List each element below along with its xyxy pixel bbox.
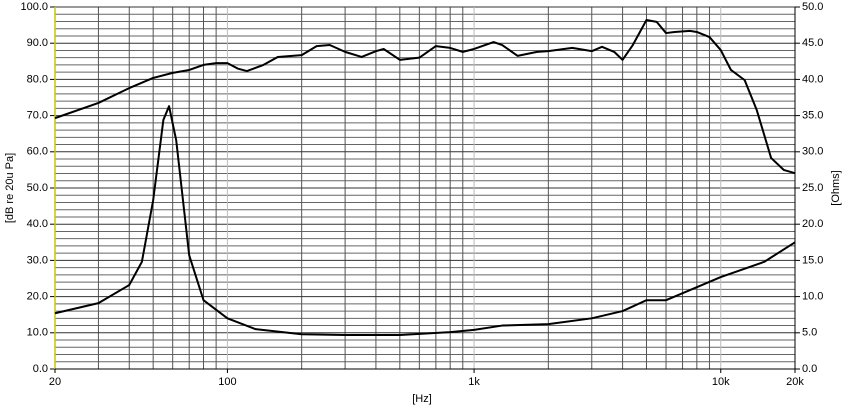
x-tick-label: 10k [712, 376, 730, 388]
y-tick-label: 30.0 [27, 254, 48, 266]
y-axis-label: [dB re 20u Pa] [4, 153, 16, 223]
y-tick-label: 10.0 [27, 327, 48, 339]
y-tick-label: 40.0 [27, 218, 48, 230]
y-tick-label: 80.0 [27, 73, 48, 85]
y2-tick-label: 35.0 [802, 110, 823, 122]
series-line [54, 105, 796, 336]
y-tick-label: 0.0 [33, 363, 48, 375]
y-tick-label: 100.0 [20, 1, 48, 13]
y2-tick-label: 50.0 [802, 1, 823, 13]
y2-tick-label: 40.0 [802, 73, 823, 85]
y2-tick-label: 30.0 [802, 146, 823, 158]
y-tick-label: 90.0 [27, 37, 48, 49]
y-tick-label: 20.0 [27, 291, 48, 303]
x-tick-label: 20 [49, 376, 61, 388]
y2-axis-label: [Ohms] [830, 170, 842, 205]
y2-tick-label: 5.0 [802, 327, 817, 339]
y2-tick-label: 10.0 [802, 291, 823, 303]
y-tick-label: 50.0 [27, 182, 48, 194]
y2-tick-label: 45.0 [802, 37, 823, 49]
y2-tick-label: 20.0 [802, 218, 823, 230]
x-tick-label: 100 [218, 376, 236, 388]
series-line [54, 19, 796, 175]
y-tick-label: 60.0 [27, 146, 48, 158]
x-axis-label: [Hz] [412, 393, 432, 405]
y2-tick-label: 0.0 [802, 363, 817, 375]
x-tick-label: 20k [786, 376, 804, 388]
y2-tick-label: 15.0 [802, 254, 823, 266]
y-tick-label: 70.0 [27, 110, 48, 122]
x-tick-label: 1k [468, 376, 480, 388]
y2-tick-label: 25.0 [802, 182, 823, 194]
